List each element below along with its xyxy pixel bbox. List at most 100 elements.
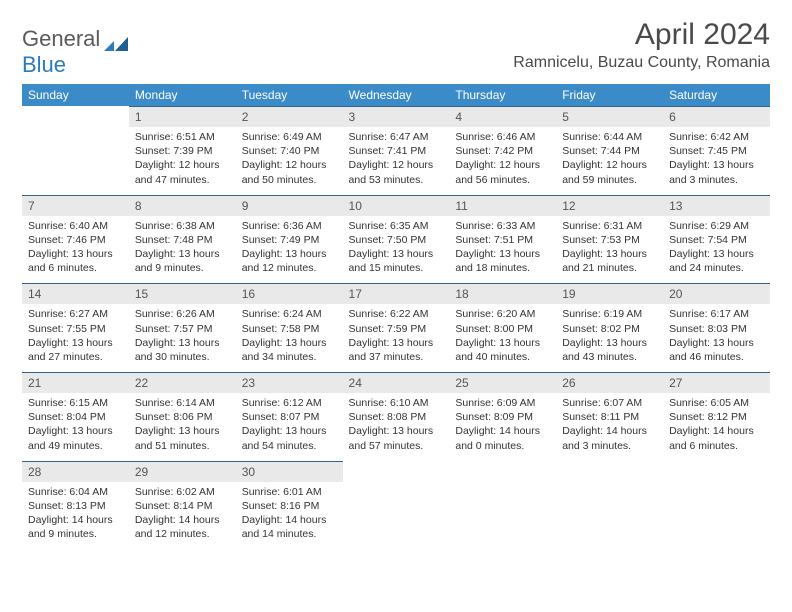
calendar-day-cell: 26Sunrise: 6:07 AMSunset: 8:11 PMDayligh… bbox=[556, 372, 663, 461]
brand-part2: Blue bbox=[22, 52, 66, 77]
month-title: April 2024 bbox=[513, 18, 770, 52]
day-info: Sunrise: 6:02 AMSunset: 8:14 PMDaylight:… bbox=[129, 482, 236, 550]
calendar-day-cell: 13Sunrise: 6:29 AMSunset: 7:54 PMDayligh… bbox=[663, 195, 770, 284]
sunrise-text: Sunrise: 6:36 AM bbox=[242, 219, 337, 233]
calendar-day-cell: 4Sunrise: 6:46 AMSunset: 7:42 PMDaylight… bbox=[449, 106, 556, 195]
sunset-text: Sunset: 8:09 PM bbox=[455, 410, 550, 424]
sunset-text: Sunset: 8:12 PM bbox=[669, 410, 764, 424]
sunset-text: Sunset: 8:02 PM bbox=[562, 322, 657, 336]
day-number: 28 bbox=[22, 461, 129, 482]
sunrise-text: Sunrise: 6:14 AM bbox=[135, 396, 230, 410]
daylight-text: Daylight: 14 hours and 12 minutes. bbox=[135, 513, 230, 541]
day-number: 11 bbox=[449, 195, 556, 216]
daylight-text: Daylight: 13 hours and 51 minutes. bbox=[135, 424, 230, 452]
daylight-text: Daylight: 14 hours and 6 minutes. bbox=[669, 424, 764, 452]
day-number: 1 bbox=[129, 106, 236, 127]
daylight-text: Daylight: 13 hours and 30 minutes. bbox=[135, 336, 230, 364]
daylight-text: Daylight: 13 hours and 49 minutes. bbox=[28, 424, 123, 452]
day-number: 14 bbox=[22, 283, 129, 304]
day-info: Sunrise: 6:07 AMSunset: 8:11 PMDaylight:… bbox=[556, 393, 663, 461]
daylight-text: Daylight: 13 hours and 40 minutes. bbox=[455, 336, 550, 364]
day-info: Sunrise: 6:09 AMSunset: 8:09 PMDaylight:… bbox=[449, 393, 556, 461]
daylight-text: Daylight: 12 hours and 47 minutes. bbox=[135, 158, 230, 186]
sunrise-text: Sunrise: 6:31 AM bbox=[562, 219, 657, 233]
weekday-header: Sunday bbox=[22, 84, 129, 106]
calendar-day-cell bbox=[663, 461, 770, 550]
calendar-day-cell bbox=[556, 461, 663, 550]
sunrise-text: Sunrise: 6:10 AM bbox=[349, 396, 444, 410]
sunrise-text: Sunrise: 6:05 AM bbox=[669, 396, 764, 410]
day-info: Sunrise: 6:12 AMSunset: 8:07 PMDaylight:… bbox=[236, 393, 343, 461]
sunrise-text: Sunrise: 6:42 AM bbox=[669, 130, 764, 144]
day-number: 12 bbox=[556, 195, 663, 216]
sunset-text: Sunset: 7:57 PM bbox=[135, 322, 230, 336]
calendar-day-cell: 15Sunrise: 6:26 AMSunset: 7:57 PMDayligh… bbox=[129, 283, 236, 372]
sunset-text: Sunset: 8:06 PM bbox=[135, 410, 230, 424]
sunset-text: Sunset: 7:44 PM bbox=[562, 144, 657, 158]
sunset-text: Sunset: 8:08 PM bbox=[349, 410, 444, 424]
sunrise-text: Sunrise: 6:49 AM bbox=[242, 130, 337, 144]
daylight-text: Daylight: 12 hours and 53 minutes. bbox=[349, 158, 444, 186]
day-number: 8 bbox=[129, 195, 236, 216]
sunset-text: Sunset: 7:41 PM bbox=[349, 144, 444, 158]
day-info: Sunrise: 6:49 AMSunset: 7:40 PMDaylight:… bbox=[236, 127, 343, 195]
sunset-text: Sunset: 7:46 PM bbox=[28, 233, 123, 247]
calendar-week-row: 7Sunrise: 6:40 AMSunset: 7:46 PMDaylight… bbox=[22, 195, 770, 284]
sunrise-text: Sunrise: 6:47 AM bbox=[349, 130, 444, 144]
sunset-text: Sunset: 7:51 PM bbox=[455, 233, 550, 247]
calendar-day-cell: 14Sunrise: 6:27 AMSunset: 7:55 PMDayligh… bbox=[22, 283, 129, 372]
brand-triangles-icon bbox=[104, 33, 130, 58]
sunrise-text: Sunrise: 6:22 AM bbox=[349, 307, 444, 321]
daylight-text: Daylight: 12 hours and 59 minutes. bbox=[562, 158, 657, 186]
calendar-day-cell: 20Sunrise: 6:17 AMSunset: 8:03 PMDayligh… bbox=[663, 283, 770, 372]
day-number: 10 bbox=[343, 195, 450, 216]
day-number: 15 bbox=[129, 283, 236, 304]
day-info: Sunrise: 6:01 AMSunset: 8:16 PMDaylight:… bbox=[236, 482, 343, 550]
sunrise-text: Sunrise: 6:02 AM bbox=[135, 485, 230, 499]
sunset-text: Sunset: 8:11 PM bbox=[562, 410, 657, 424]
calendar-day-cell: 28Sunrise: 6:04 AMSunset: 8:13 PMDayligh… bbox=[22, 461, 129, 550]
title-block: April 2024 Ramnicelu, Buzau County, Roma… bbox=[513, 18, 770, 72]
sunrise-text: Sunrise: 6:40 AM bbox=[28, 219, 123, 233]
sunset-text: Sunset: 7:45 PM bbox=[669, 144, 764, 158]
daylight-text: Daylight: 13 hours and 15 minutes. bbox=[349, 247, 444, 275]
day-number: 7 bbox=[22, 195, 129, 216]
calendar-day-cell: 30Sunrise: 6:01 AMSunset: 8:16 PMDayligh… bbox=[236, 461, 343, 550]
sunrise-text: Sunrise: 6:19 AM bbox=[562, 307, 657, 321]
day-number: 20 bbox=[663, 283, 770, 304]
day-number: 18 bbox=[449, 283, 556, 304]
day-info: Sunrise: 6:36 AMSunset: 7:49 PMDaylight:… bbox=[236, 216, 343, 284]
sunset-text: Sunset: 7:58 PM bbox=[242, 322, 337, 336]
sunrise-text: Sunrise: 6:17 AM bbox=[669, 307, 764, 321]
daylight-text: Daylight: 13 hours and 3 minutes. bbox=[669, 158, 764, 186]
sunrise-text: Sunrise: 6:15 AM bbox=[28, 396, 123, 410]
daylight-text: Daylight: 14 hours and 3 minutes. bbox=[562, 424, 657, 452]
calendar-day-cell bbox=[343, 461, 450, 550]
sunset-text: Sunset: 7:54 PM bbox=[669, 233, 764, 247]
daylight-text: Daylight: 13 hours and 6 minutes. bbox=[28, 247, 123, 275]
day-info: Sunrise: 6:33 AMSunset: 7:51 PMDaylight:… bbox=[449, 216, 556, 284]
day-number: 30 bbox=[236, 461, 343, 482]
day-info: Sunrise: 6:29 AMSunset: 7:54 PMDaylight:… bbox=[663, 216, 770, 284]
daylight-text: Daylight: 13 hours and 24 minutes. bbox=[669, 247, 764, 275]
day-info: Sunrise: 6:05 AMSunset: 8:12 PMDaylight:… bbox=[663, 393, 770, 461]
daylight-text: Daylight: 12 hours and 50 minutes. bbox=[242, 158, 337, 186]
day-info: Sunrise: 6:14 AMSunset: 8:06 PMDaylight:… bbox=[129, 393, 236, 461]
daylight-text: Daylight: 13 hours and 54 minutes. bbox=[242, 424, 337, 452]
day-info: Sunrise: 6:40 AMSunset: 7:46 PMDaylight:… bbox=[22, 216, 129, 284]
calendar-day-cell: 6Sunrise: 6:42 AMSunset: 7:45 PMDaylight… bbox=[663, 106, 770, 195]
day-info: Sunrise: 6:42 AMSunset: 7:45 PMDaylight:… bbox=[663, 127, 770, 195]
location: Ramnicelu, Buzau County, Romania bbox=[513, 54, 770, 72]
day-info: Sunrise: 6:38 AMSunset: 7:48 PMDaylight:… bbox=[129, 216, 236, 284]
daylight-text: Daylight: 13 hours and 34 minutes. bbox=[242, 336, 337, 364]
sunset-text: Sunset: 7:50 PM bbox=[349, 233, 444, 247]
calendar-day-cell: 29Sunrise: 6:02 AMSunset: 8:14 PMDayligh… bbox=[129, 461, 236, 550]
daylight-text: Daylight: 14 hours and 9 minutes. bbox=[28, 513, 123, 541]
sunset-text: Sunset: 7:49 PM bbox=[242, 233, 337, 247]
weekday-header: Saturday bbox=[663, 84, 770, 106]
day-info: Sunrise: 6:51 AMSunset: 7:39 PMDaylight:… bbox=[129, 127, 236, 195]
sunrise-text: Sunrise: 6:46 AM bbox=[455, 130, 550, 144]
header: General Blue April 2024 Ramnicelu, Buzau… bbox=[22, 18, 770, 78]
sunrise-text: Sunrise: 6:33 AM bbox=[455, 219, 550, 233]
sunset-text: Sunset: 8:13 PM bbox=[28, 499, 123, 513]
